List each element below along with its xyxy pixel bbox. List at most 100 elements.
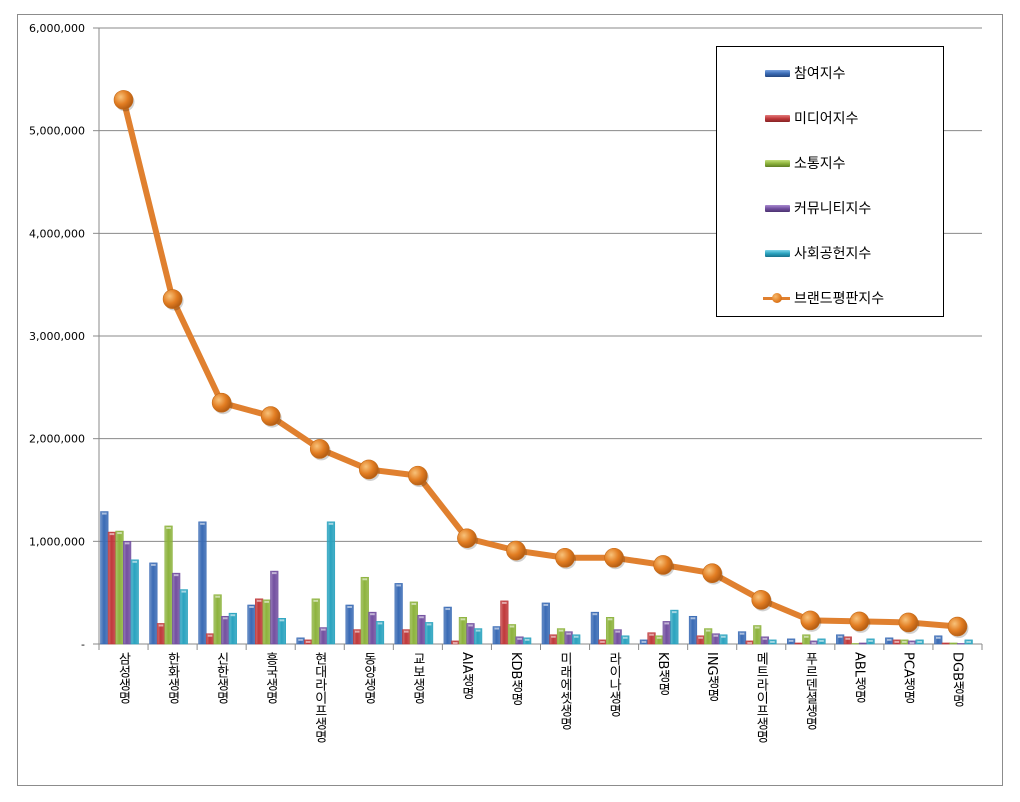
bar — [572, 634, 581, 645]
bar — [198, 521, 207, 645]
y-tick-label: 1,000,000 — [29, 535, 85, 548]
bar — [296, 637, 305, 645]
legend-label: 브랜드평판지수 — [794, 291, 885, 307]
bar — [670, 609, 679, 645]
legend: 참여지수 미디어지수 소통지수 커뮤니티지수 사회공헌지수 브랜드평판지수 — [716, 46, 944, 317]
bar — [794, 642, 803, 645]
line-marker — [604, 547, 624, 568]
line-marker — [309, 439, 330, 459]
bar — [621, 635, 630, 645]
line-marker — [849, 611, 870, 632]
legend-label: 커뮤니티지수 — [794, 201, 872, 217]
legend-swatch-participation — [765, 69, 790, 77]
bar — [500, 600, 509, 645]
x-tick-label: DGB생명 — [949, 652, 965, 708]
legend-label: 사회공헌지수 — [794, 246, 872, 262]
line-marker — [702, 563, 722, 583]
bar — [394, 583, 403, 645]
y-tick-label: - — [81, 638, 85, 651]
x-tick-label: 교보생명 — [409, 652, 425, 704]
x-tick-label: PCA생명 — [900, 652, 916, 704]
legend-item-community: 커뮤니티지수 — [765, 199, 871, 217]
bar — [474, 628, 483, 645]
x-tick-label: 라이나생명 — [606, 652, 622, 717]
bar — [149, 562, 158, 645]
bar — [753, 625, 762, 645]
line-marker — [359, 459, 379, 480]
bar — [941, 642, 950, 645]
line-marker — [653, 555, 673, 575]
x-tick-label: AIA생명 — [458, 652, 474, 700]
x-tick-label: 푸르덴셜생명 — [802, 652, 818, 730]
bar — [213, 594, 222, 645]
legend-item-media: 미디어지수 — [765, 109, 858, 127]
line-marker — [211, 392, 232, 413]
line-marker — [751, 590, 772, 610]
line-marker — [947, 616, 968, 637]
x-tick-label: ING생명 — [704, 652, 720, 702]
bar — [270, 570, 279, 645]
legend-swatch-media — [765, 114, 790, 122]
bar — [523, 637, 532, 645]
legend-swatch-social-contribution — [765, 249, 790, 257]
bar — [228, 612, 237, 645]
line-marker — [457, 528, 477, 549]
bar — [156, 623, 166, 645]
bar — [172, 572, 181, 645]
y-axis: - 1,000,000 2,000,000 3,000,000 4,000,000 5,0… — [29, 22, 983, 651]
bar — [934, 635, 943, 645]
bar — [254, 598, 264, 645]
bar — [851, 643, 860, 645]
bar — [221, 615, 230, 645]
bar — [164, 525, 173, 645]
legend-label: 미디어지수 — [794, 111, 859, 127]
x-tick-label: 신한생명 — [213, 652, 229, 704]
bar — [417, 614, 426, 645]
bar — [311, 598, 320, 645]
legend-line-marker-icon — [763, 292, 790, 304]
bar-series — [100, 511, 973, 645]
bar — [737, 631, 747, 645]
bar — [605, 617, 615, 645]
y-tick-label: 4,000,000 — [29, 227, 85, 240]
x-tick-label: 현대라이프생명 — [311, 652, 327, 743]
line-marker — [113, 90, 134, 110]
bar — [326, 521, 336, 645]
x-tick-label: KDB생명 — [507, 652, 523, 706]
bar — [360, 576, 369, 645]
bar — [458, 617, 468, 645]
bar — [130, 559, 139, 645]
bar — [590, 611, 599, 645]
bar — [262, 599, 271, 645]
line-marker — [408, 465, 428, 486]
bar — [541, 602, 550, 645]
gridlines — [99, 27, 982, 542]
bar — [885, 637, 894, 645]
x-tick-label: 메트라이프생명 — [753, 652, 769, 743]
bar — [956, 643, 966, 645]
bar — [179, 589, 188, 645]
bar — [375, 621, 385, 645]
x-tick-label: 한화생명 — [164, 652, 180, 704]
bar — [115, 530, 124, 645]
x-tick-label: 동양생명 — [360, 652, 376, 704]
bar — [247, 604, 256, 645]
bar — [858, 642, 868, 645]
bar — [409, 601, 418, 645]
y-tick-label: 3,000,000 — [29, 330, 85, 343]
bar — [100, 511, 109, 645]
legend-swatch-community — [765, 204, 790, 212]
x-tick-label: ABL생명 — [851, 652, 867, 704]
line-series — [113, 90, 969, 639]
x-tick-label: 미래에셋생명 — [557, 652, 573, 730]
legend-item-participation: 참여지수 — [765, 64, 846, 82]
line-marker — [506, 540, 526, 561]
x-tick-label: KB생명 — [655, 652, 671, 696]
x-tick-label: 삼성생명 — [115, 652, 131, 704]
y-tick-label: 5,000,000 — [29, 125, 85, 138]
bar — [843, 636, 852, 645]
bar — [688, 615, 698, 645]
bar — [443, 606, 452, 645]
legend-item-communication: 소통지수 — [765, 154, 846, 172]
